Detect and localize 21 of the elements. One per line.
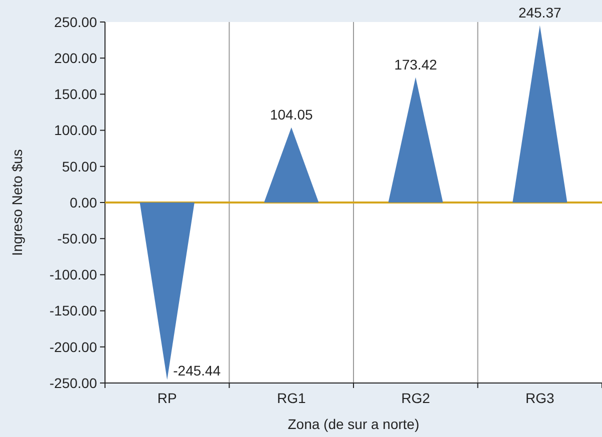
y-tick-label: 0.00 bbox=[70, 194, 98, 210]
y-tick-label: 250.00 bbox=[54, 14, 98, 30]
data-label: -245.44 bbox=[173, 362, 221, 379]
y-tick-label: 200.00 bbox=[54, 50, 98, 66]
y-tick-label: -200.00 bbox=[50, 338, 98, 355]
x-tick-label: RG1 bbox=[276, 390, 306, 406]
x-tick-label: RP bbox=[157, 390, 177, 406]
y-axis-title: Ingreso Neto $us bbox=[9, 149, 25, 256]
y-tick-label: -50.00 bbox=[57, 230, 98, 246]
data-label: 173.42 bbox=[394, 56, 438, 72]
y-tick-label: -250.00 bbox=[50, 374, 98, 391]
data-label: 245.37 bbox=[518, 4, 562, 20]
y-tick-label: -100.00 bbox=[50, 266, 98, 283]
y-tick-label: 100.00 bbox=[54, 122, 98, 138]
y-tick-label: 150.00 bbox=[54, 86, 98, 102]
x-tick-label: RG2 bbox=[401, 390, 430, 406]
y-tick-label: 50.00 bbox=[62, 158, 98, 174]
x-tick-label: RG3 bbox=[525, 390, 554, 406]
y-tick-label: -150.00 bbox=[50, 302, 98, 319]
data-label: 104.05 bbox=[270, 106, 313, 122]
x-axis-title: Zona (de sur a norte) bbox=[288, 416, 420, 432]
